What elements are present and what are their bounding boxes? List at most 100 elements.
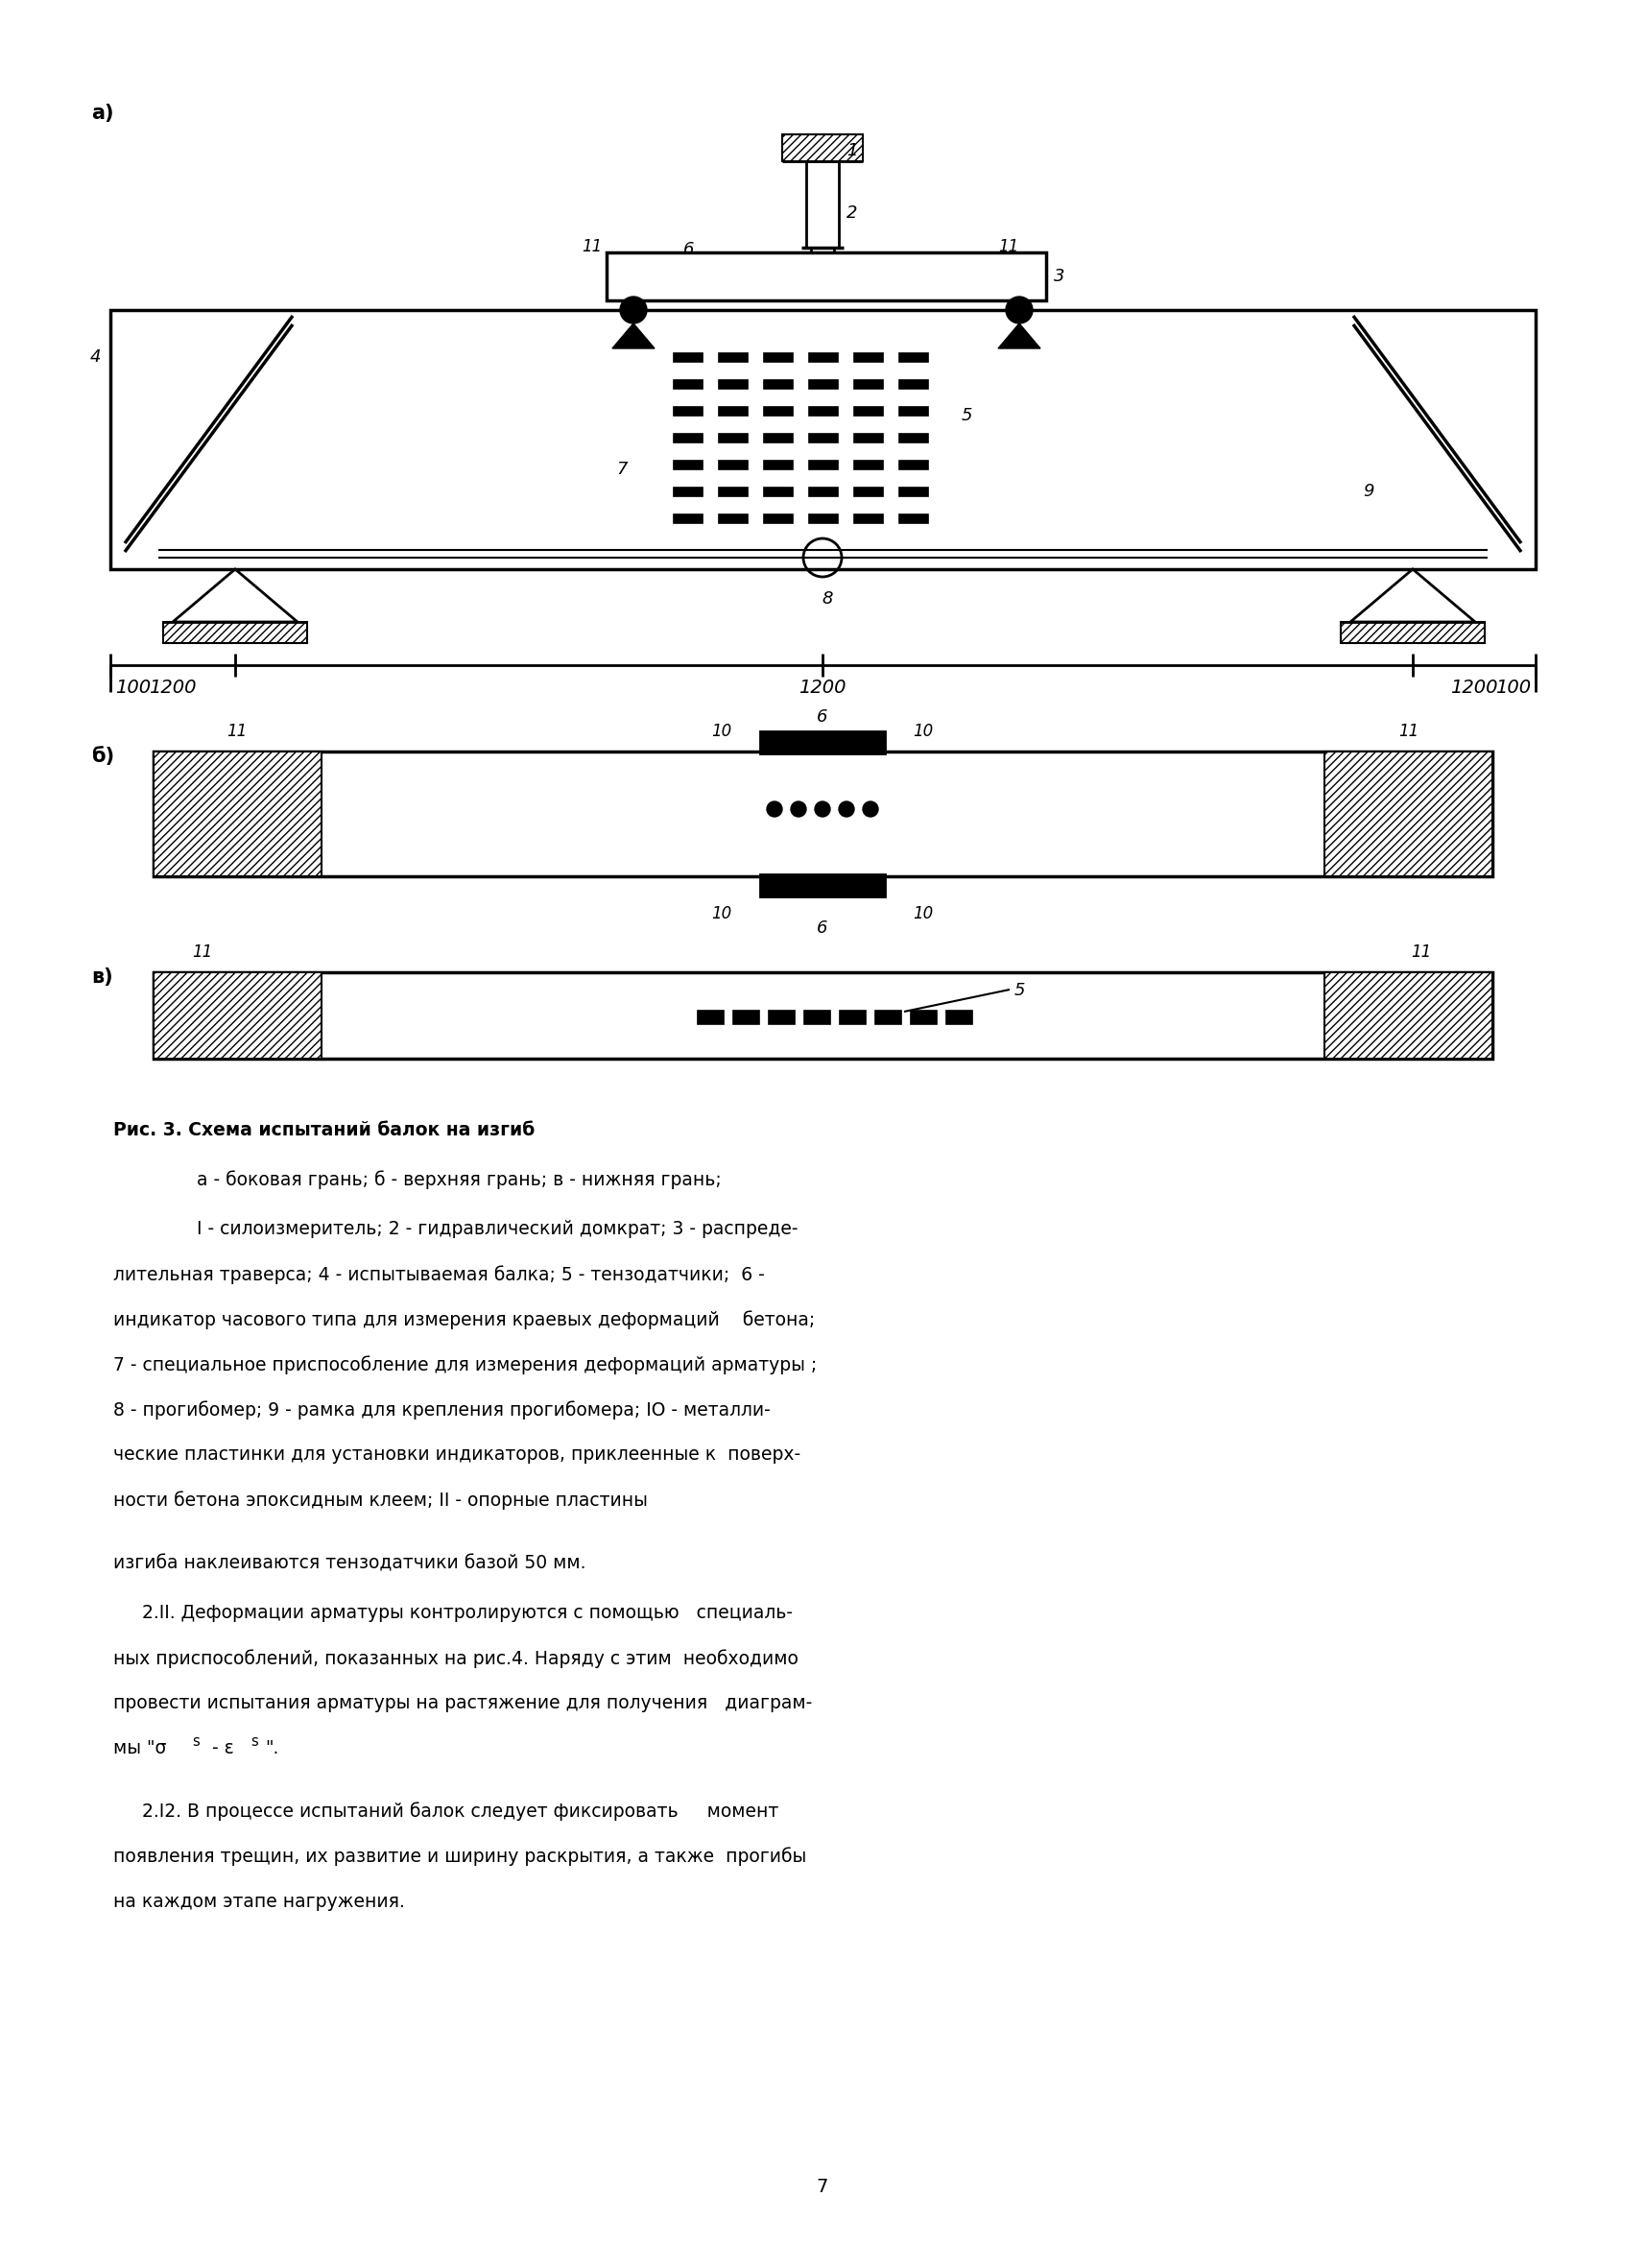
Circle shape [1005, 297, 1033, 324]
Bar [854, 354, 883, 363]
Bar [760, 730, 885, 753]
Text: 1200: 1200 [150, 678, 196, 696]
Bar [875, 1012, 901, 1025]
Polygon shape [999, 324, 1040, 349]
Circle shape [864, 801, 878, 816]
Text: ческие пластинки для установки индикаторов, приклеенные к  поверх-: ческие пластинки для установки индикатор… [114, 1445, 801, 1465]
Bar [911, 1012, 936, 1025]
Text: 7: 7 [617, 460, 627, 479]
Bar [809, 515, 837, 524]
Text: 10: 10 [712, 905, 732, 923]
Circle shape [620, 297, 646, 324]
Bar [763, 515, 793, 524]
Bar [163, 621, 308, 644]
Bar [719, 515, 747, 524]
Text: 8 - прогибомер; 9 - рамка для крепления прогибомера; IO - металли-: 8 - прогибомер; 9 - рамка для крепления … [114, 1402, 770, 1420]
Bar [674, 515, 702, 524]
Bar [719, 354, 747, 363]
Text: 6: 6 [818, 919, 827, 937]
Bar [900, 381, 928, 388]
Bar [900, 460, 928, 469]
Bar [806, 161, 839, 247]
Bar [153, 973, 1492, 1059]
Text: Рис. 3. Схема испытаний балок на изгиб: Рис. 3. Схема испытаний балок на изгиб [114, 1120, 535, 1139]
Text: 11: 11 [581, 238, 602, 256]
Text: s: s [250, 1735, 258, 1749]
Text: провести испытания арматуры на растяжение для получения   диаграм-: провести испытания арматуры на растяжени… [114, 1694, 813, 1712]
Text: 5: 5 [962, 406, 972, 424]
Bar [763, 381, 793, 388]
Bar [946, 1012, 972, 1025]
Bar [1324, 973, 1492, 1059]
Text: I - силоизмеритель; 2 - гидравлический домкрат; 3 - распреде-: I - силоизмеритель; 2 - гидравлический д… [168, 1220, 798, 1238]
Text: 1: 1 [847, 143, 857, 159]
Text: б): б) [90, 746, 115, 767]
Text: а - боковая грань; б - верхняя грань; в - нижняя грань;: а - боковая грань; б - верхняя грань; в … [168, 1170, 722, 1188]
Bar [719, 381, 747, 388]
Circle shape [767, 801, 781, 816]
Text: - ε: - ε [206, 1740, 234, 1758]
Bar [900, 354, 928, 363]
Bar [781, 134, 864, 161]
Text: 11: 11 [227, 723, 247, 739]
Bar [854, 406, 883, 415]
Bar [763, 354, 793, 363]
Bar [854, 460, 883, 469]
Bar [809, 433, 837, 442]
Text: в): в) [90, 968, 114, 987]
Bar [153, 973, 321, 1059]
Text: 11: 11 [1411, 943, 1431, 962]
Text: 100: 100 [115, 678, 151, 696]
Bar [763, 406, 793, 415]
Text: 100: 100 [1495, 678, 1531, 696]
Text: 5: 5 [1015, 982, 1025, 1000]
Bar [854, 433, 883, 442]
Text: 11: 11 [1398, 723, 1420, 739]
Text: появления трещин, их развитие и ширину раскрытия, а также  прогибы: появления трещин, их развитие и ширину р… [114, 1848, 806, 1867]
Text: 2: 2 [847, 204, 857, 222]
Text: ных приспособлений, показанных на рис.4. Наряду с этим  необходимо: ных приспособлений, показанных на рис.4.… [114, 1649, 798, 1667]
Text: 2.II. Деформации арматуры контролируются с помощью   специаль-: 2.II. Деформации арматуры контролируются… [114, 1603, 793, 1622]
Text: мы "σ: мы "σ [114, 1740, 166, 1758]
Bar [110, 311, 1535, 569]
Bar [841, 1012, 865, 1025]
Text: 3: 3 [1054, 268, 1064, 286]
Bar [854, 381, 883, 388]
Bar [674, 406, 702, 415]
Text: 2.I2. В процессе испытаний балок следует фиксировать     момент: 2.I2. В процессе испытаний балок следует… [114, 1803, 778, 1821]
Bar [719, 460, 747, 469]
Bar [809, 460, 837, 469]
Text: ".: ". [265, 1740, 278, 1758]
Bar [900, 515, 928, 524]
Bar [809, 354, 837, 363]
Bar [768, 1012, 795, 1025]
Bar [674, 354, 702, 363]
Bar [674, 488, 702, 497]
Text: лительная траверса; 4 - испытываемая балка; 5 - тензодатчики;  6 -: лительная траверса; 4 - испытываемая бал… [114, 1266, 765, 1284]
Bar [674, 381, 702, 388]
Bar [674, 433, 702, 442]
Bar [1324, 751, 1492, 875]
Bar [763, 460, 793, 469]
Text: а): а) [90, 104, 114, 122]
Text: на каждом этапе нагружения.: на каждом этапе нагружения. [114, 1892, 405, 1910]
Bar [763, 433, 793, 442]
Text: ности бетона эпоксидным клеем; II - опорные пластины: ности бетона эпоксидным клеем; II - опор… [114, 1490, 648, 1510]
Bar [760, 875, 885, 896]
Text: 7 - специальное приспособление для измерения деформаций арматуры ;: 7 - специальное приспособление для измер… [114, 1356, 818, 1374]
Bar [854, 515, 883, 524]
Bar [719, 488, 747, 497]
Bar [719, 406, 747, 415]
Bar [734, 1012, 758, 1025]
Bar [900, 488, 928, 497]
Bar [854, 488, 883, 497]
Bar [607, 252, 1046, 299]
Bar [153, 751, 1492, 875]
Bar [809, 488, 837, 497]
Bar [1341, 621, 1485, 644]
Text: 8: 8 [822, 590, 832, 608]
Text: 10: 10 [913, 905, 933, 923]
Text: индикатор часового типа для измерения краевых деформаций    бетона;: индикатор часового типа для измерения кр… [114, 1311, 814, 1329]
Text: s: s [192, 1735, 199, 1749]
Polygon shape [612, 324, 655, 349]
